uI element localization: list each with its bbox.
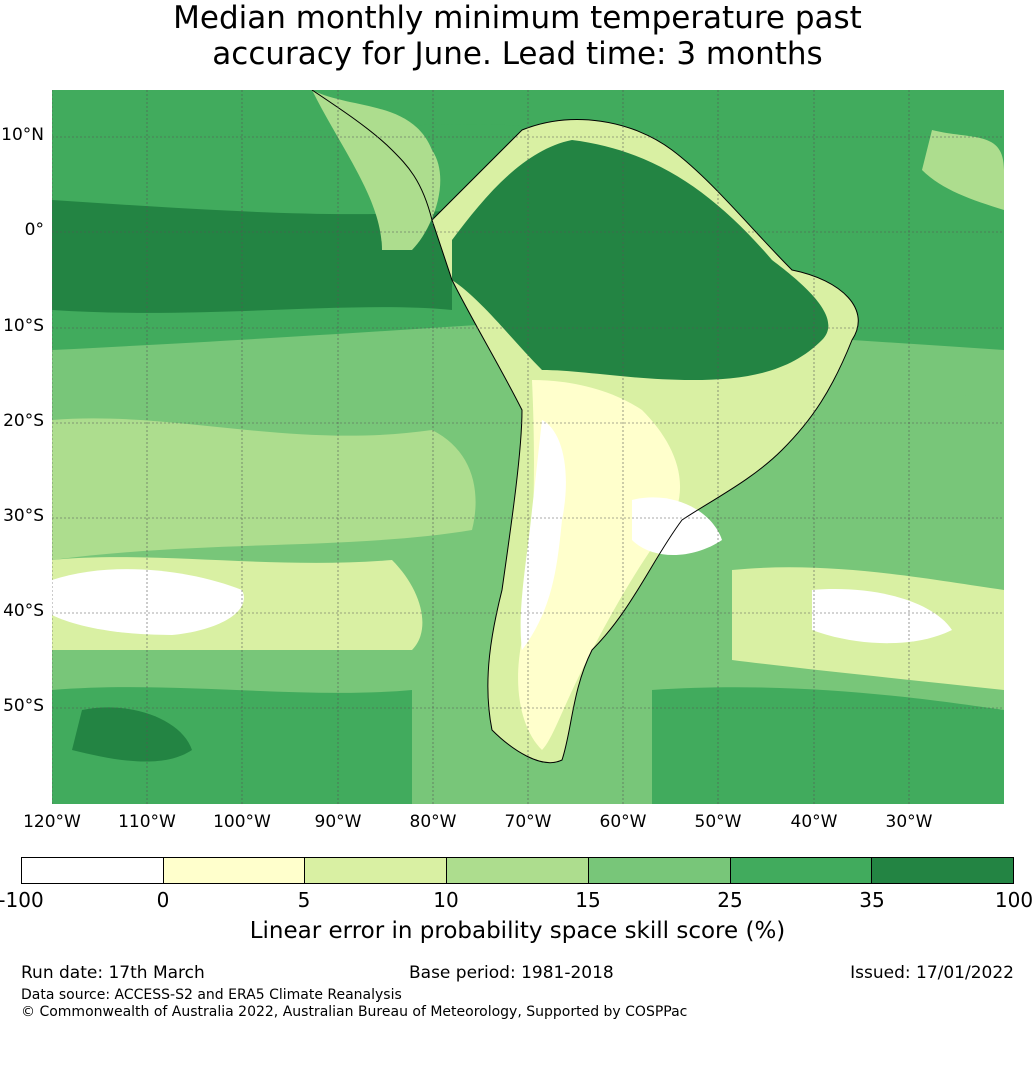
lon-label-50w: 50°W	[694, 812, 742, 832]
southern-ocean-high-skill	[72, 707, 192, 762]
colorbar-tick: 100	[994, 888, 1034, 912]
colorbar-segment	[872, 858, 1014, 883]
lon-label-40w: 40°W	[790, 812, 838, 832]
lat-label-10s: 10°S	[3, 316, 44, 336]
copyright: © Commonwealth of Australia 2022, Austra…	[21, 1004, 688, 1020]
base-period: Base period: 1981-2018	[409, 963, 614, 983]
coastline	[431, 119, 859, 764]
colorbar-segment	[447, 858, 589, 883]
colorbar	[21, 857, 1014, 884]
lon-label-30w: 30°W	[885, 812, 933, 832]
map-canvas	[52, 90, 1004, 804]
central-america-patch	[312, 90, 441, 250]
andes-no-skill-strip	[520, 420, 566, 650]
skill-score-map	[52, 90, 1004, 804]
colorbar-segment	[588, 858, 731, 883]
colorbar-tick: -100	[0, 888, 44, 912]
colorbar-tick: 5	[297, 888, 311, 912]
lon-label-80w: 80°W	[409, 812, 457, 832]
colorbar-tick: 15	[575, 888, 601, 912]
colorbar-segment	[730, 858, 873, 883]
east-pacific-high-skill	[52, 200, 452, 313]
lat-label-10n: 10°N	[1, 125, 44, 145]
colorbar-segment	[22, 858, 164, 883]
colorbar-tick: 0	[156, 888, 170, 912]
colorbar-segment	[305, 858, 448, 883]
atlantic-patch	[922, 130, 1004, 210]
colorbar-tick: 25	[717, 888, 743, 912]
lon-label-110w: 110°W	[118, 812, 176, 832]
data-source: Data source: ACCESS-S2 and ERA5 Climate …	[21, 987, 402, 1003]
south-atlantic-southern-band	[652, 687, 1004, 804]
colorbar-segment	[163, 858, 306, 883]
graticule	[52, 90, 1004, 804]
amazon-high-skill	[452, 140, 829, 380]
title-line-2: accuracy for June. Lead time: 3 months	[212, 36, 823, 72]
lon-label-90w: 90°W	[314, 812, 362, 832]
lon-label-60w: 60°W	[599, 812, 647, 832]
lat-label-30s: 30°S	[3, 506, 44, 526]
title-line-1: Median monthly minimum temperature past	[173, 0, 862, 36]
pacific-no-skill-patch	[52, 569, 244, 635]
atlantic-no-skill-patch	[812, 589, 952, 644]
run-date: Run date: 17th March	[21, 963, 205, 983]
lat-label-40s: 40°S	[3, 601, 44, 621]
south-pacific-belt	[52, 418, 476, 560]
issued-date: Issued: 17/01/2022	[850, 963, 1014, 983]
lon-label-100w: 100°W	[213, 812, 271, 832]
central-america-coastline	[311, 90, 433, 221]
chart-title: Median monthly minimum temperature past …	[0, 0, 1035, 72]
lon-label-120w: 120°W	[23, 812, 81, 832]
colorbar-label: Linear error in probability space skill …	[249, 918, 786, 944]
lon-label-70w: 70°W	[504, 812, 552, 832]
lat-label-20s: 20°S	[3, 411, 44, 431]
lat-label-50s: 50°S	[3, 696, 44, 716]
colorbar-tick: 35	[859, 888, 885, 912]
colorbar-tick: 10	[433, 888, 459, 912]
lat-label-0: 0°	[24, 220, 44, 240]
